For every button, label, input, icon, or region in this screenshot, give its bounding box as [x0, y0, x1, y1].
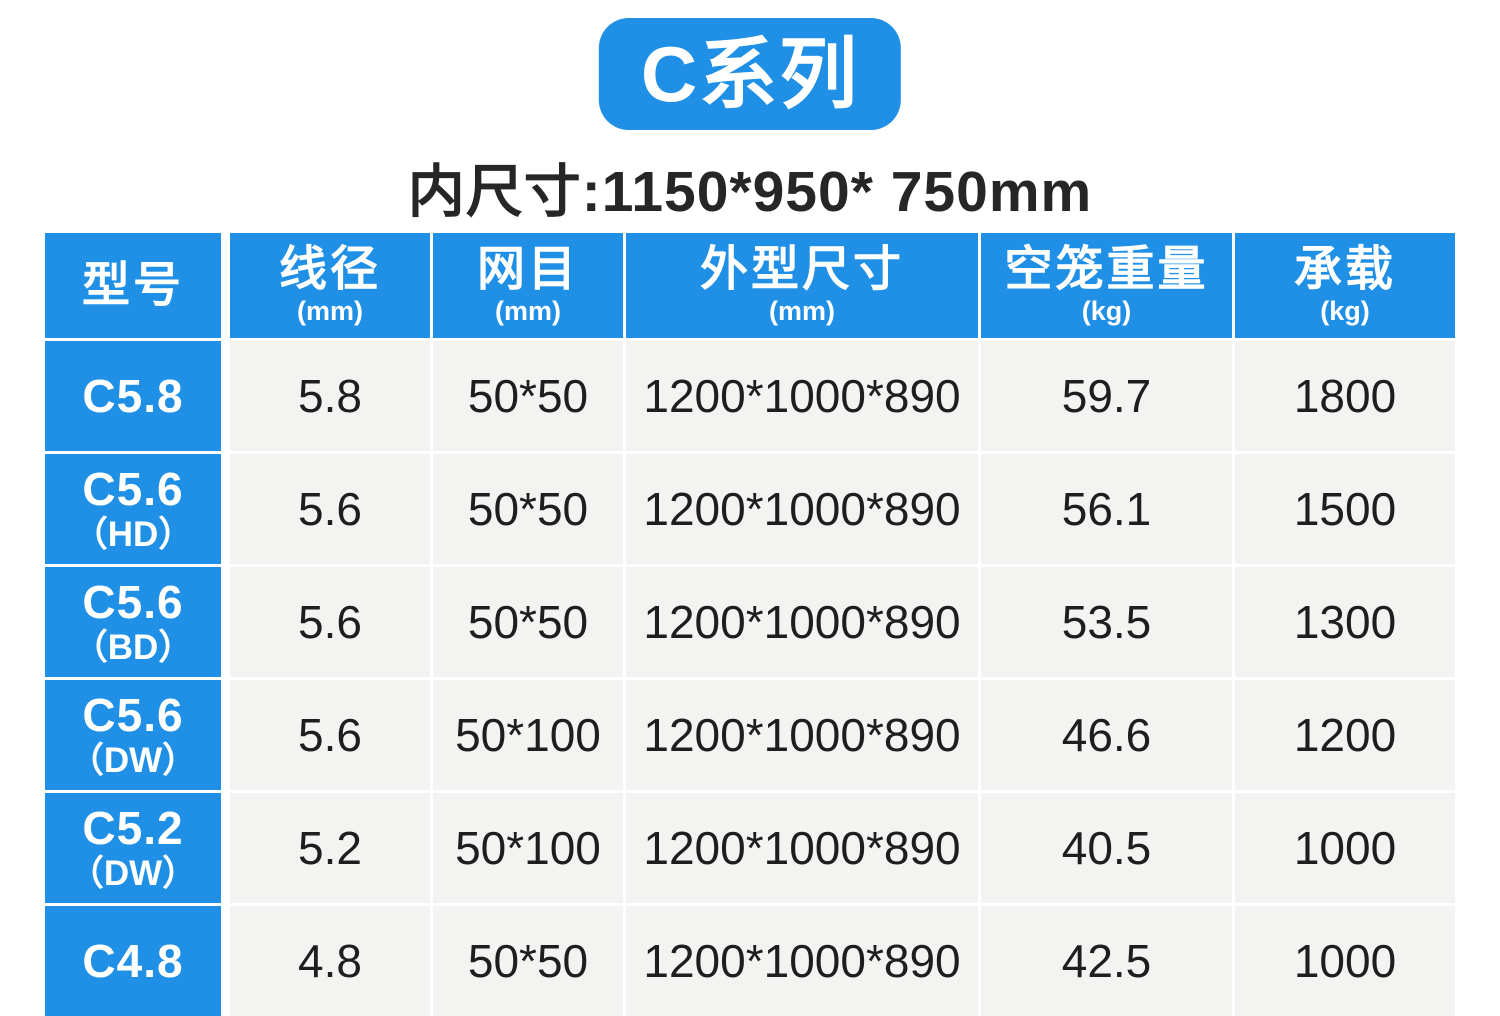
- mesh-cell: 50*100: [433, 680, 623, 790]
- wire-diameter-cell: 5.6: [230, 567, 430, 677]
- wire-diameter-cell: 5.8: [230, 341, 430, 451]
- model-name: C5.6: [82, 463, 184, 516]
- header-label: 空笼重量: [1004, 243, 1209, 297]
- empty-weight-cell: 59.7: [981, 341, 1232, 451]
- outer-size-cell: 1200*1000*890: [626, 341, 978, 451]
- model-cell: C5.6 （BD）: [45, 567, 221, 677]
- outer-size-cell: 1200*1000*890: [626, 454, 978, 564]
- mesh-cell: 50*50: [433, 906, 623, 1016]
- model-cell: C5.6 （HD）: [45, 454, 221, 564]
- model-name: C5.6: [82, 689, 184, 742]
- model-cell: C4.8: [45, 906, 221, 1016]
- mesh-cell: 50*50: [433, 454, 623, 564]
- outer-size-cell: 1200*1000*890: [626, 680, 978, 790]
- mesh-cell: 50*50: [433, 567, 623, 677]
- wire-diameter-cell: 4.8: [230, 906, 430, 1016]
- header-cell-mesh: 网目 (mm): [433, 233, 623, 338]
- load-cell: 1300: [1235, 567, 1455, 677]
- empty-weight-cell: 46.6: [981, 680, 1232, 790]
- model-name: C5.6: [82, 576, 184, 629]
- wire-diameter-cell: 5.6: [230, 454, 430, 564]
- outer-size-cell: 1200*1000*890: [626, 567, 978, 677]
- load-cell: 1800: [1235, 341, 1455, 451]
- series-title-badge: C系列: [598, 18, 902, 130]
- inner-dimensions-subtitle: 内尺寸:1150*950* 750mm: [407, 160, 1093, 224]
- outer-size-cell: 1200*1000*890: [626, 906, 978, 1016]
- model-name: C4.8: [82, 934, 184, 987]
- header-label: 网目: [476, 243, 579, 297]
- header-unit: (kg): [1320, 295, 1370, 326]
- header-cell-wire-diameter: 线径 (mm): [230, 233, 430, 338]
- model-cell: C5.8: [45, 341, 221, 451]
- header-unit: (mm): [297, 295, 363, 326]
- header-cell-model: 型号: [45, 233, 221, 338]
- empty-weight-cell: 40.5: [981, 793, 1232, 903]
- load-cell: 1200: [1235, 680, 1455, 790]
- empty-weight-cell: 56.1: [981, 454, 1232, 564]
- header-label: 外型尺寸: [699, 243, 904, 297]
- model-variant: （HD）: [72, 515, 194, 555]
- empty-weight-cell: 53.5: [981, 567, 1232, 677]
- series-title: C系列: [640, 30, 860, 118]
- header-cell-load: 承载 (kg): [1235, 233, 1455, 338]
- model-variant: （DW）: [68, 741, 198, 781]
- model-variant: （DW）: [68, 854, 198, 894]
- header-label: 线径: [278, 243, 381, 297]
- header-unit: (mm): [769, 295, 835, 326]
- model-cell: C5.2 （DW）: [45, 793, 221, 903]
- model-name: C5.8: [82, 369, 184, 422]
- header-label: 型号: [81, 258, 184, 312]
- load-cell: 1500: [1235, 454, 1455, 564]
- load-cell: 1000: [1235, 793, 1455, 903]
- wire-diameter-cell: 5.6: [230, 680, 430, 790]
- header-cell-empty-weight: 空笼重量 (kg): [981, 233, 1232, 338]
- model-cell: C5.6 （DW）: [45, 680, 221, 790]
- header-cell-outer-size: 外型尺寸 (mm): [626, 233, 978, 338]
- mesh-cell: 50*100: [433, 793, 623, 903]
- spec-table: 型号 线径 (mm) 网目 (mm) 外型尺寸 (mm) 空笼重量 (kg) 承…: [45, 233, 1455, 1016]
- empty-weight-cell: 42.5: [981, 906, 1232, 1016]
- model-variant: （BD）: [72, 628, 194, 668]
- outer-size-cell: 1200*1000*890: [626, 793, 978, 903]
- load-cell: 1000: [1235, 906, 1455, 1016]
- header-unit: (kg): [1081, 295, 1132, 326]
- header-label: 承载: [1293, 243, 1396, 297]
- mesh-cell: 50*50: [433, 341, 623, 451]
- model-name: C5.2: [82, 802, 184, 855]
- header-unit: (mm): [495, 295, 561, 326]
- wire-diameter-cell: 5.2: [230, 793, 430, 903]
